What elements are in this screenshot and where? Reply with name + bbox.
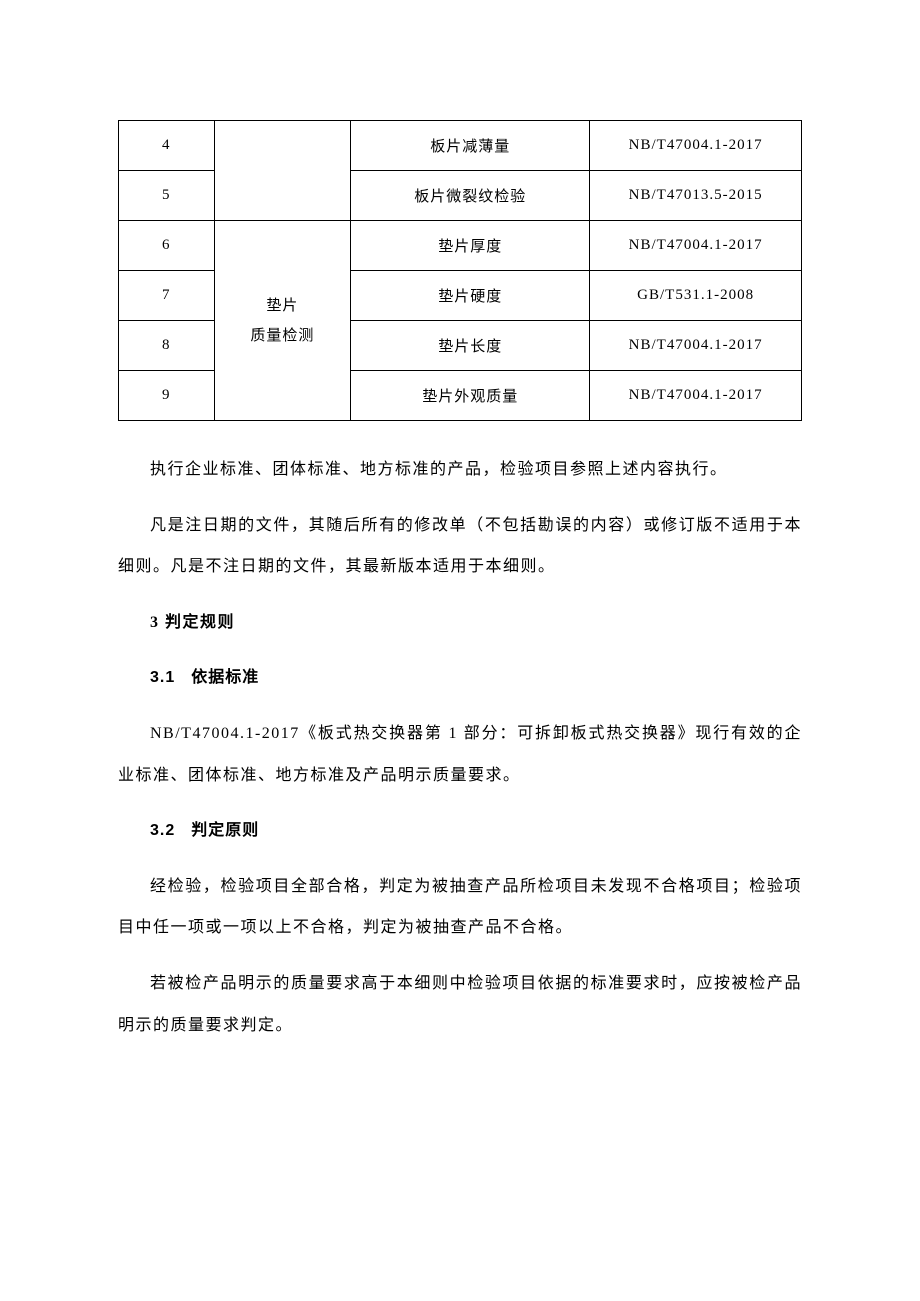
subsection-heading: 3.1 依据标准 [118,657,802,699]
paragraph: 若被检产品明示的质量要求高于本细则中检验项目依据的标准要求时，应按被检产品明示的… [118,963,802,1046]
row-item: 垫片长度 [351,321,590,371]
paragraph: 执行企业标准、团体标准、地方标准的产品，检验项目参照上述内容执行。 [118,449,802,491]
row-item: 垫片厚度 [351,221,590,271]
inspection-table: 4 板片减薄量 NB/T47004.1-2017 5 板片微裂纹检验 NB/T4… [118,120,802,421]
row-item: 板片减薄量 [351,121,590,171]
row-num: 4 [119,121,215,171]
section-heading: 3 判定规则 [118,602,802,644]
subsection-text: 判定原则 [191,822,259,839]
row-num: 5 [119,171,215,221]
paragraph: 经检验，检验项目全部合格，判定为被抽查产品所检项目未发现不合格项目；检验项目中任… [118,866,802,949]
paragraph: NB/T47004.1-2017《板式热交换器第 1 部分：可拆卸板式热交换器》… [118,713,802,796]
row-standard: NB/T47004.1-2017 [590,121,802,171]
row-standard: NB/T47004.1-2017 [590,321,802,371]
subsection-heading: 3.2 判定原则 [118,810,802,852]
row-item: 板片微裂纹检验 [351,171,590,221]
row-standard: NB/T47004.1-2017 [590,221,802,271]
paragraph: 凡是注日期的文件，其随后所有的修改单（不包括勘误的内容）或修订版不适用于本细则。… [118,505,802,588]
table-row: 4 板片减薄量 NB/T47004.1-2017 [119,121,802,171]
row-item: 垫片硬度 [351,271,590,321]
row-num: 6 [119,221,215,271]
row-item: 垫片外观质量 [351,371,590,421]
row-standard: GB/T531.1-2008 [590,271,802,321]
row-category: 垫片 质量检测 [214,221,351,421]
subsection-num: 3.2 [150,822,175,839]
row-num: 7 [119,271,215,321]
row-num: 9 [119,371,215,421]
table-row: 6 垫片 质量检测 垫片厚度 NB/T47004.1-2017 [119,221,802,271]
cat-line2: 质量检测 [215,321,351,351]
row-num: 8 [119,321,215,371]
row-category-empty [214,121,351,221]
row-standard: NB/T47004.1-2017 [590,371,802,421]
cat-line1: 垫片 [215,291,351,321]
row-standard: NB/T47013.5-2015 [590,171,802,221]
subsection-num: 3.1 [150,669,175,686]
subsection-text: 依据标准 [191,669,259,686]
